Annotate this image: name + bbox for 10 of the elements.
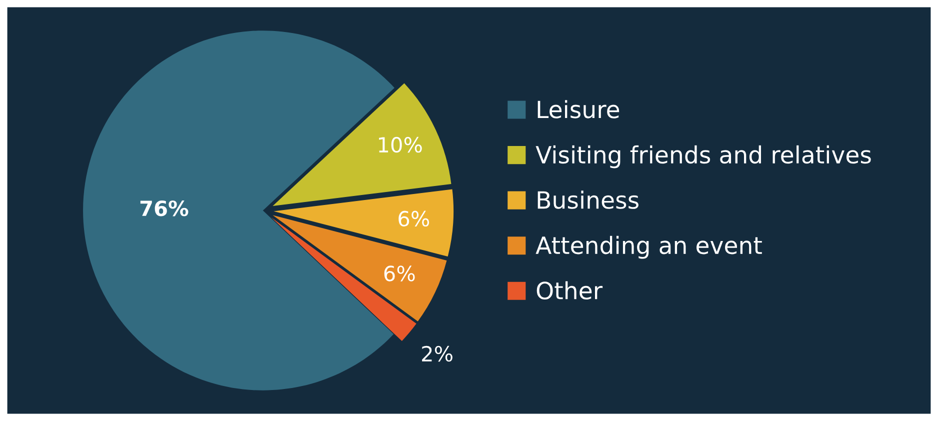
legend-label: Attending an event [536,236,762,259]
legend-label: Business [538,190,638,209]
data-label: 10% [379,136,422,153]
data-label: 76% [140,200,188,216]
legend-label: Leisure [538,100,620,118]
legend-label: Visiting friends and relatives [536,145,871,168]
data-label: 2% [422,346,452,362]
legend-label: Other [536,281,603,300]
data-label: 6% [398,210,430,227]
data-label: 6% [384,266,415,282]
